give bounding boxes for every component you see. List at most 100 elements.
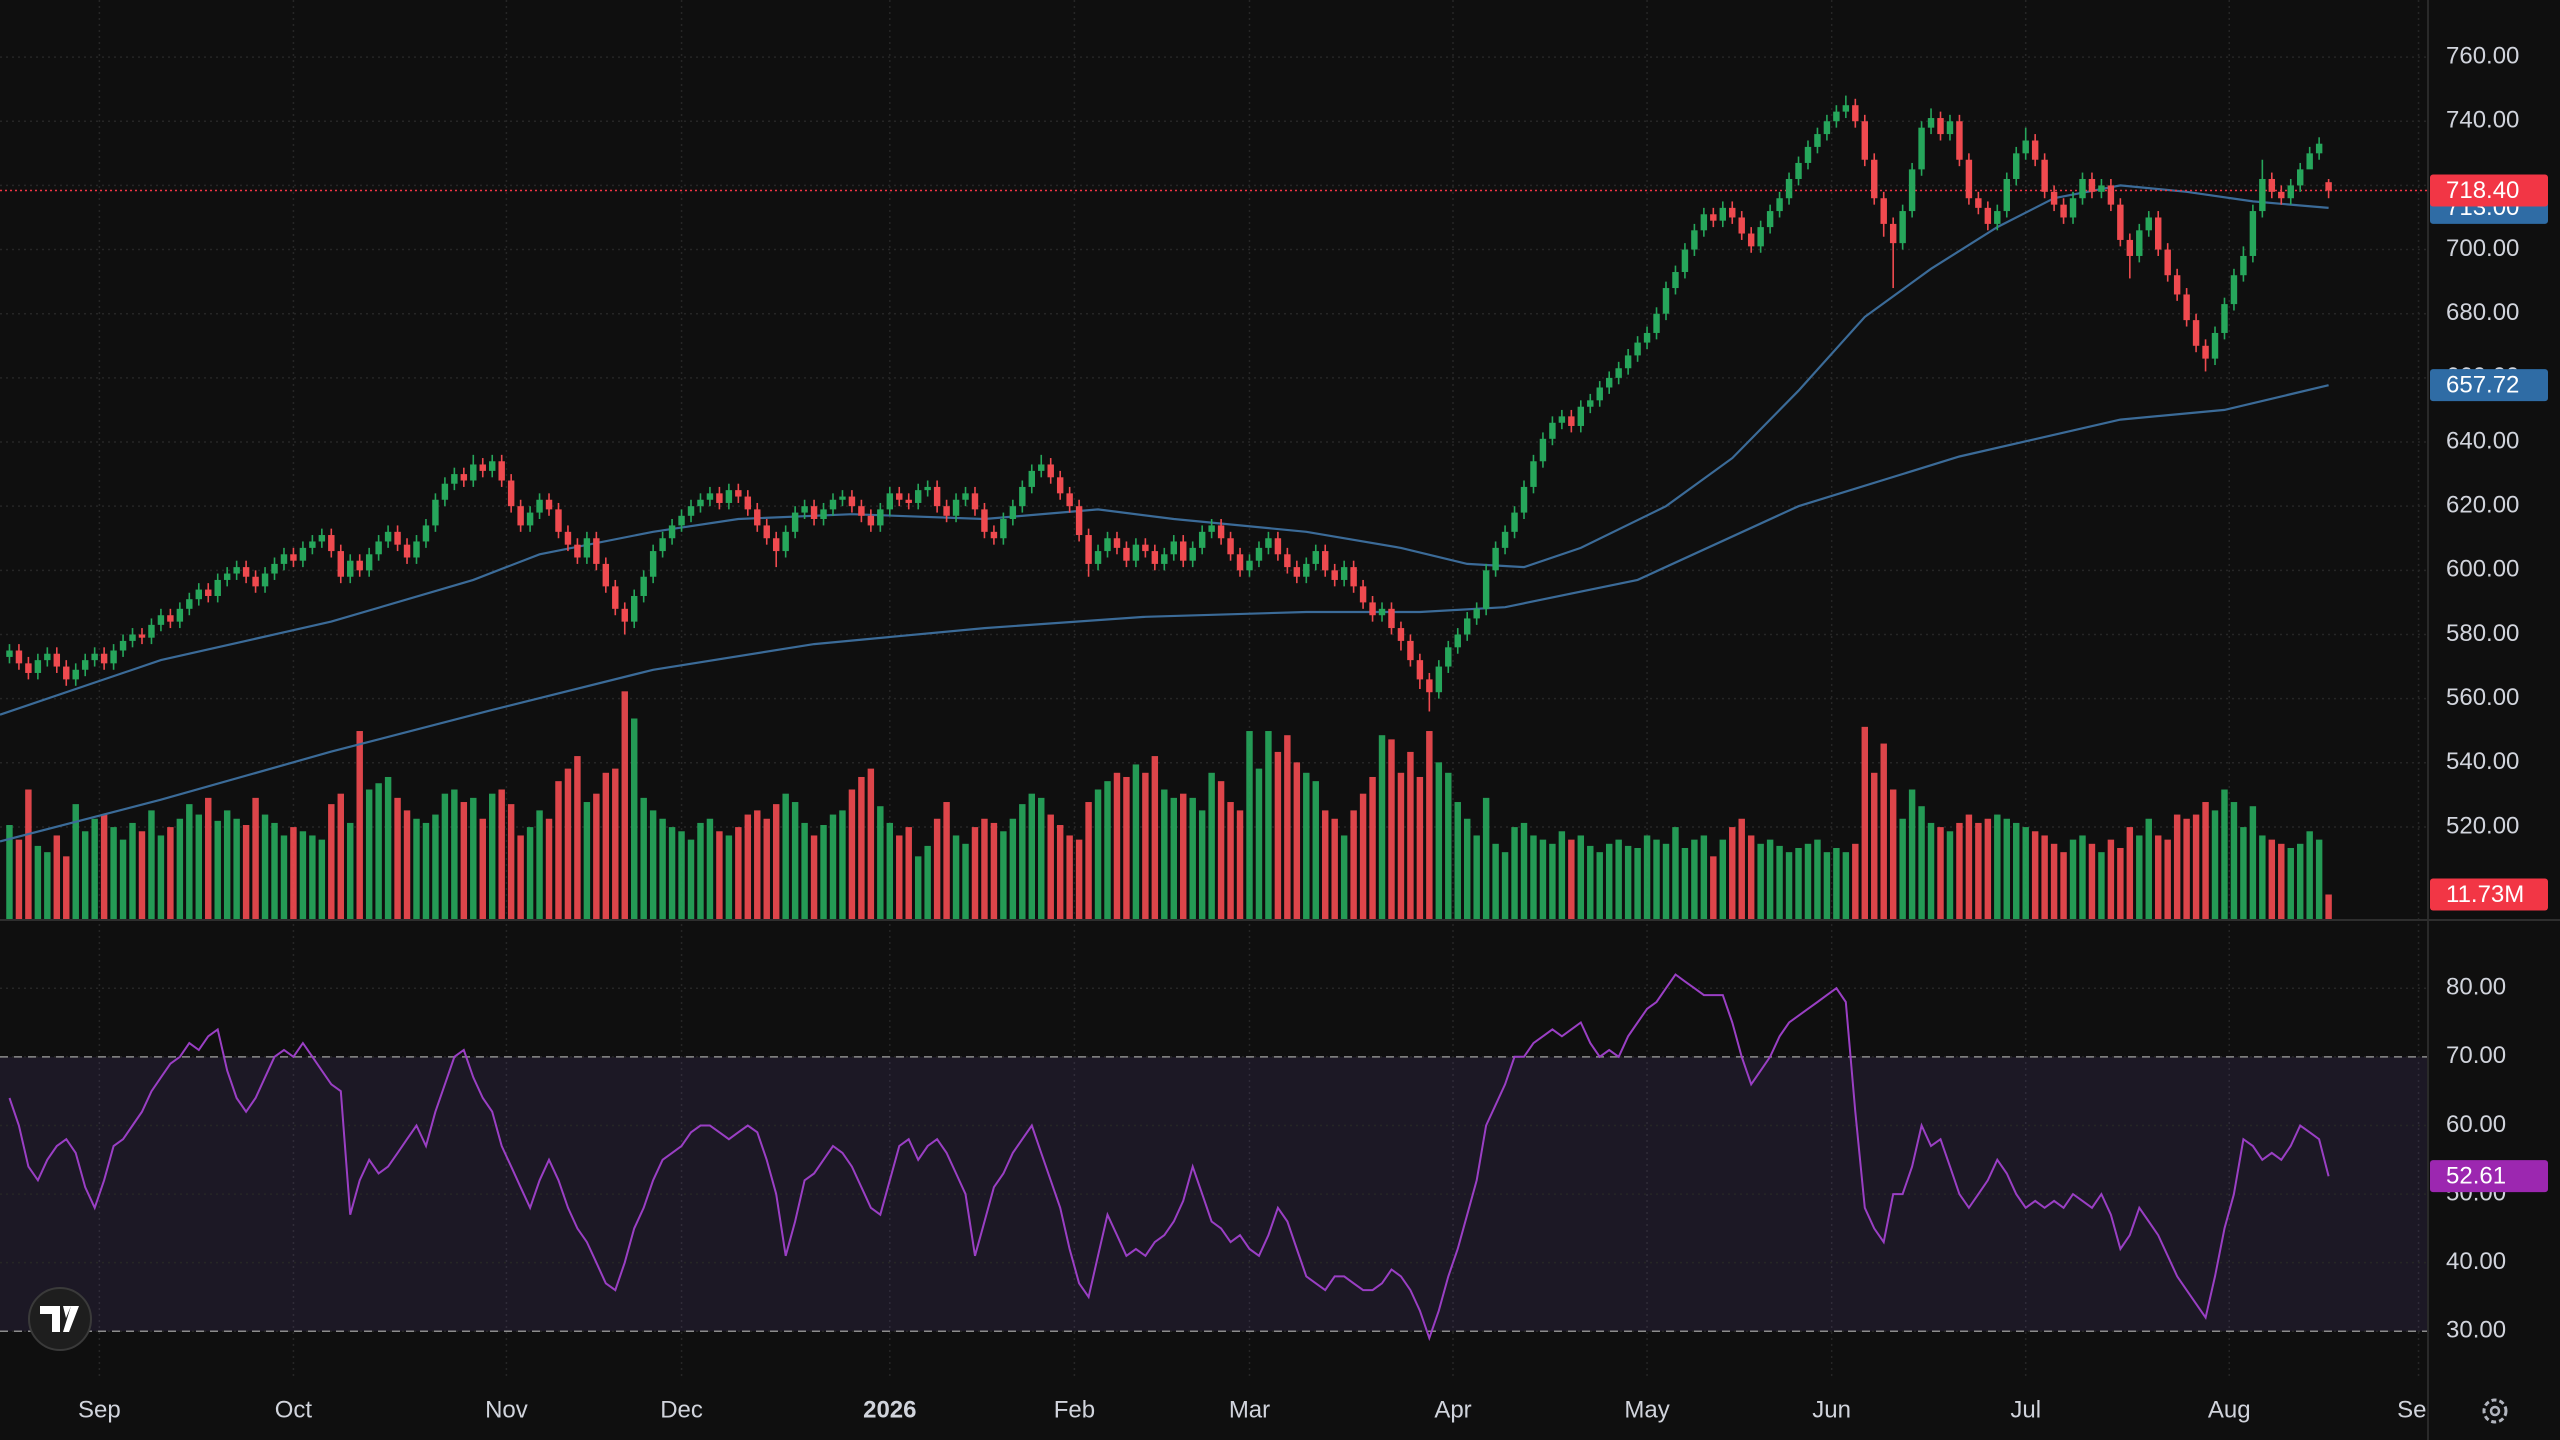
volume-bar xyxy=(1624,845,1632,919)
volume-bar xyxy=(72,804,79,919)
candle-body xyxy=(1463,618,1471,635)
volume-bar xyxy=(403,810,411,919)
volume-bar xyxy=(1255,768,1263,919)
tradingview-logo[interactable] xyxy=(28,1287,92,1351)
candle-body xyxy=(1094,551,1102,564)
candle-body xyxy=(119,640,127,651)
volume-bar xyxy=(328,804,335,919)
candle-body xyxy=(394,531,401,545)
volume-bar xyxy=(1729,827,1736,919)
candle-body xyxy=(1142,544,1149,552)
volume-bar xyxy=(630,718,638,919)
candle-body xyxy=(1255,547,1263,561)
volume-bar xyxy=(1511,827,1518,919)
volume-bar xyxy=(1170,797,1177,919)
candle-body xyxy=(1766,211,1774,228)
candle-body xyxy=(905,499,912,503)
candle-body xyxy=(1066,493,1073,507)
y-tick-label: 560.00 xyxy=(2446,684,2519,711)
volume-last-label-box xyxy=(2430,878,2548,911)
candle-body xyxy=(649,551,657,577)
volume-bar xyxy=(1766,839,1774,919)
volume-bar xyxy=(1738,818,1745,919)
candle-body xyxy=(1927,118,1935,128)
volume-bar xyxy=(1501,852,1509,919)
volume-bar xyxy=(1549,843,1556,919)
volume-bar xyxy=(451,789,458,919)
volume-bar xyxy=(574,756,581,919)
volume-bar xyxy=(896,835,903,919)
candle-body xyxy=(1615,368,1622,378)
volume-bar xyxy=(1776,845,1783,919)
candle-body xyxy=(148,624,155,638)
candle-body xyxy=(422,525,430,542)
candle-body xyxy=(1369,602,1376,616)
candle-body xyxy=(621,608,628,622)
candle-body xyxy=(640,576,647,596)
candle-body xyxy=(1284,554,1291,568)
candle-body xyxy=(1274,538,1282,555)
candle-body xyxy=(1795,162,1802,179)
x-tick-label: Oct xyxy=(275,1396,313,1423)
volume-bar xyxy=(53,835,61,919)
volume-bar xyxy=(1454,802,1461,919)
candle-body xyxy=(820,509,827,520)
candle-body xyxy=(1899,211,1906,244)
y-tick-label: 520.00 xyxy=(2446,812,2519,839)
candle-body xyxy=(1852,105,1859,122)
volume-bar xyxy=(1132,764,1140,919)
volume-bar xyxy=(2031,831,2039,919)
volume-bar xyxy=(129,822,136,919)
candle-body xyxy=(1019,486,1026,507)
volume-bar xyxy=(1653,839,1660,919)
candle-body xyxy=(2192,320,2200,346)
candle-body xyxy=(1738,217,1745,234)
volume-bar xyxy=(1293,762,1301,919)
volume-bar xyxy=(138,831,146,919)
candle-body xyxy=(290,554,297,561)
candle-body xyxy=(896,493,903,500)
volume-bar xyxy=(716,831,723,919)
volume-bar xyxy=(612,768,619,919)
volume-bar xyxy=(375,783,382,919)
candle-body xyxy=(801,506,808,513)
settings-button[interactable] xyxy=(2482,1398,2508,1424)
volume-bar xyxy=(1662,843,1670,919)
volume-bar xyxy=(1435,762,1443,919)
logo-mark xyxy=(40,1306,79,1332)
volume-bar xyxy=(1331,818,1338,919)
candle-body xyxy=(725,490,733,503)
candle-body xyxy=(763,525,770,539)
candle-body xyxy=(1539,438,1547,462)
candle-body xyxy=(81,660,89,670)
volume-bar xyxy=(735,827,742,919)
volume-bar xyxy=(2192,814,2200,919)
volume-bar xyxy=(2306,831,2313,919)
candle-body xyxy=(129,634,136,641)
candle-body xyxy=(2126,239,2134,256)
y-tick-label: 30.00 xyxy=(2446,1317,2506,1344)
candle-body xyxy=(280,554,288,564)
candle-body xyxy=(1473,608,1480,619)
candle-body xyxy=(1085,535,1092,564)
candle-body xyxy=(1501,531,1509,548)
volume-bar xyxy=(962,843,969,919)
y-tick-label: 600.00 xyxy=(2446,556,2519,583)
candle-body xyxy=(2268,178,2276,192)
candle-body xyxy=(1028,470,1035,487)
ma-last-label-box xyxy=(2430,369,2548,402)
candle-body xyxy=(470,464,477,481)
volume-bar xyxy=(1643,835,1651,919)
y-tick-label: 760.00 xyxy=(2446,42,2519,69)
candle-body xyxy=(659,538,666,552)
volume-bar xyxy=(1672,827,1679,919)
candle-body xyxy=(432,499,439,526)
candle-body xyxy=(2287,185,2294,199)
candle-body xyxy=(2240,255,2247,276)
candle-body xyxy=(1189,547,1196,561)
volume-bar xyxy=(1000,831,1007,919)
candle-body xyxy=(157,615,165,625)
volume-bar xyxy=(2268,839,2276,919)
candle-body xyxy=(1691,230,1698,250)
